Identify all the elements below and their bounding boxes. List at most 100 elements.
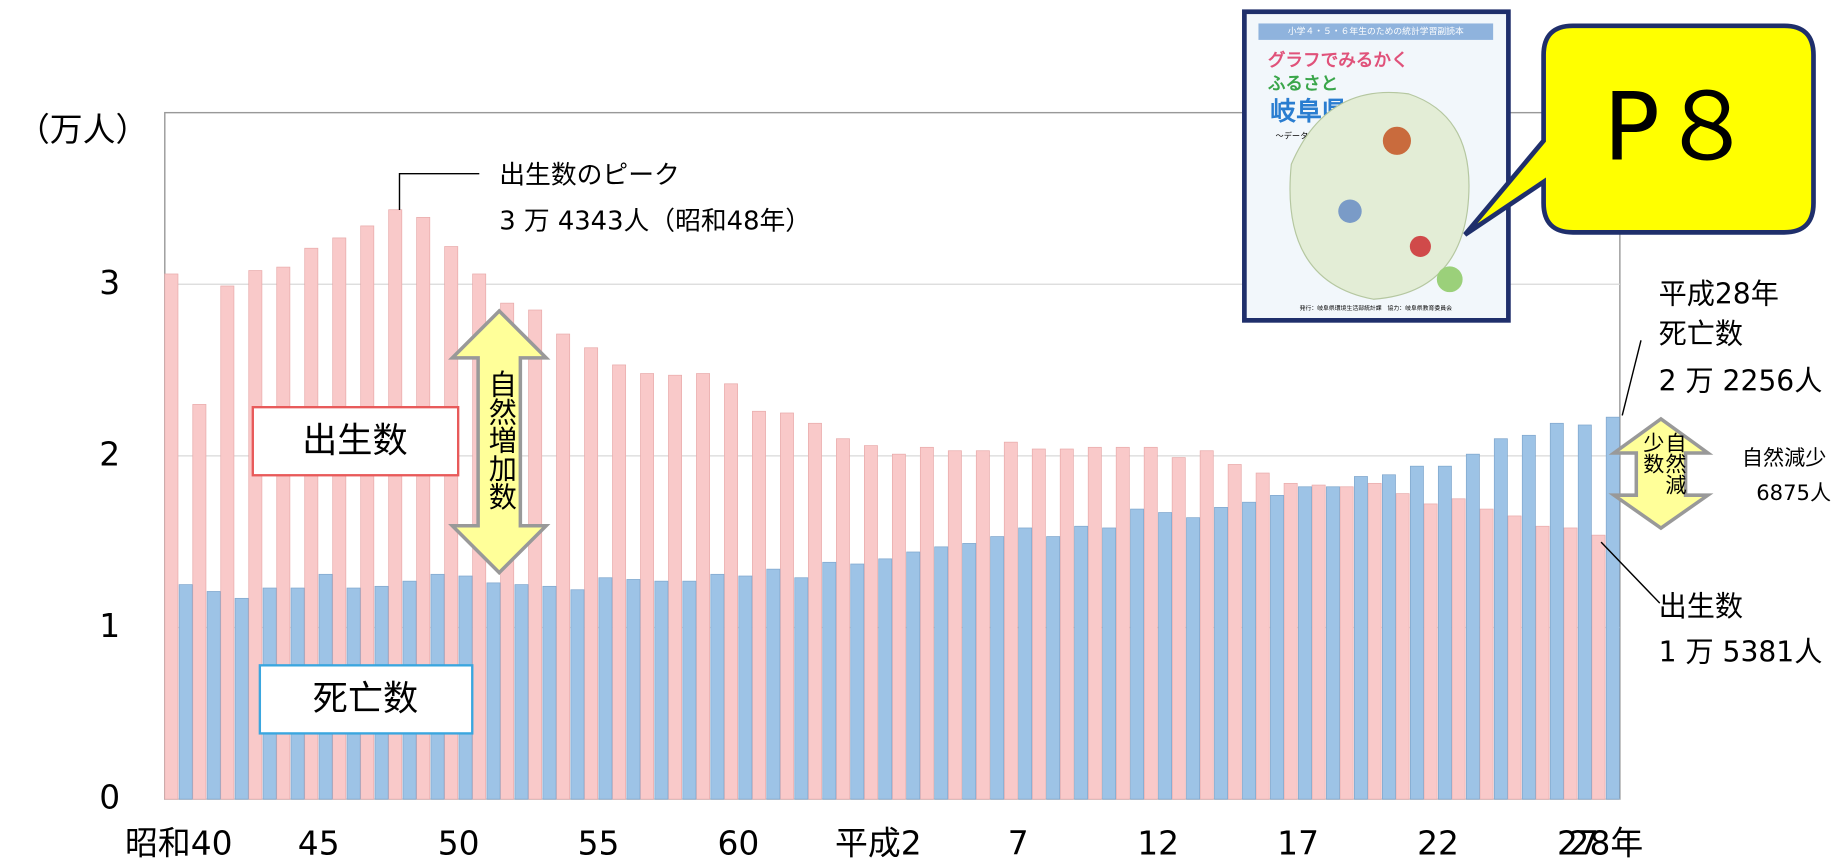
bar — [1115, 446, 1130, 800]
legend-box-births — [251, 406, 460, 477]
bar — [864, 445, 878, 800]
bar — [570, 589, 585, 800]
bar — [766, 568, 781, 800]
bar — [990, 536, 1005, 800]
bar — [780, 412, 794, 800]
x-tick-label: 27 — [1557, 824, 1599, 862]
cover-illustration — [1409, 235, 1431, 257]
bar — [696, 373, 710, 800]
bar — [752, 410, 766, 800]
x-tick-label: 22 — [1417, 824, 1459, 862]
bar — [332, 237, 347, 800]
bar — [1326, 486, 1340, 800]
bar — [234, 597, 249, 800]
bar — [724, 383, 738, 800]
bar — [304, 247, 319, 800]
bar — [1563, 527, 1578, 800]
x-tick-label: 50 — [438, 824, 480, 862]
bar — [668, 374, 682, 800]
bar — [528, 309, 543, 800]
bar — [164, 273, 179, 800]
bar — [1130, 508, 1145, 800]
bar — [794, 577, 809, 800]
bar — [1186, 517, 1200, 800]
bar — [1437, 465, 1452, 800]
bar — [1535, 525, 1550, 800]
bar — [388, 209, 403, 800]
cover-text: 小学４・５・６年生のための統計学習副読本 — [1288, 25, 1464, 37]
bar — [654, 580, 669, 800]
bar — [1493, 438, 1508, 800]
bar — [220, 285, 235, 800]
bar — [975, 450, 990, 800]
bar — [836, 438, 850, 800]
bar — [1549, 422, 1564, 800]
annotation: 死亡数 — [1659, 318, 1743, 351]
bar — [1214, 507, 1228, 800]
legend-box-deaths — [258, 664, 474, 735]
unit-label: （万人） — [17, 111, 148, 149]
bar — [598, 577, 613, 800]
bar — [1242, 501, 1256, 800]
y-tick-label: 2 — [99, 435, 120, 473]
bar — [1577, 424, 1592, 800]
bar — [192, 404, 207, 800]
bar — [1298, 486, 1312, 800]
bar — [1605, 416, 1620, 800]
leader-line — [398, 172, 480, 211]
bar — [1409, 465, 1424, 800]
annotation: 6875人 — [1756, 480, 1831, 505]
cover-illustration — [1382, 126, 1411, 155]
bar — [444, 246, 459, 800]
bar — [808, 422, 822, 800]
bar — [1354, 476, 1368, 800]
cover-text: グラフでみるかく — [1268, 50, 1409, 71]
bar — [178, 584, 193, 800]
x-tick-label: 17 — [1277, 824, 1319, 862]
cover-illustration — [1436, 266, 1463, 293]
cover-text: ふるさと — [1268, 74, 1338, 94]
cover-text: 発行：岐阜県環境生活部統計課 協力：岐阜県教育委員会 — [1300, 304, 1452, 312]
annotation: 出生数 — [1659, 590, 1743, 623]
legend-label: 出生数 — [302, 420, 408, 461]
bar — [878, 558, 893, 800]
x-tick-label: 28年 — [1569, 824, 1644, 862]
x-tick-label: 7 — [1008, 824, 1029, 862]
bar — [248, 270, 263, 800]
bar — [612, 364, 627, 800]
bar — [626, 579, 641, 800]
bar — [1003, 441, 1018, 800]
bar — [556, 333, 571, 800]
bar — [486, 582, 501, 800]
bar — [1479, 508, 1494, 800]
legend-label: 死亡数 — [313, 679, 419, 720]
decrease-arrow — [1608, 416, 1714, 531]
bar — [1143, 446, 1158, 800]
annotation-box: 自然増加数 — [483, 369, 517, 511]
bar — [710, 573, 725, 800]
bar — [1521, 434, 1536, 800]
bar — [962, 543, 977, 800]
bar — [919, 446, 934, 800]
annotation: 出生数のピーク — [499, 161, 680, 191]
annotation: 3 万 4343人（昭和48年） — [499, 206, 811, 236]
annotation: 2 万 2256人 — [1659, 365, 1823, 398]
annotation: 平成28年 — [1659, 278, 1779, 311]
annotation: 自然減少数 — [1639, 431, 1687, 496]
bar — [1087, 446, 1102, 800]
bar — [1507, 515, 1522, 800]
bar — [584, 347, 599, 800]
bar — [1255, 472, 1270, 800]
bar — [416, 216, 431, 800]
y-tick-label: 3 — [99, 264, 120, 302]
leader-line — [1621, 340, 1642, 416]
bar — [1395, 493, 1410, 800]
bar — [738, 575, 753, 800]
x-tick-label: 12 — [1137, 824, 1179, 862]
x-tick-label: 45 — [298, 824, 340, 862]
page-ref: P８ — [1603, 74, 1753, 183]
annotation: 自然増加数 — [483, 369, 517, 511]
bar — [682, 580, 697, 800]
bar — [1018, 527, 1033, 800]
x-tick-label: 60 — [718, 824, 760, 862]
